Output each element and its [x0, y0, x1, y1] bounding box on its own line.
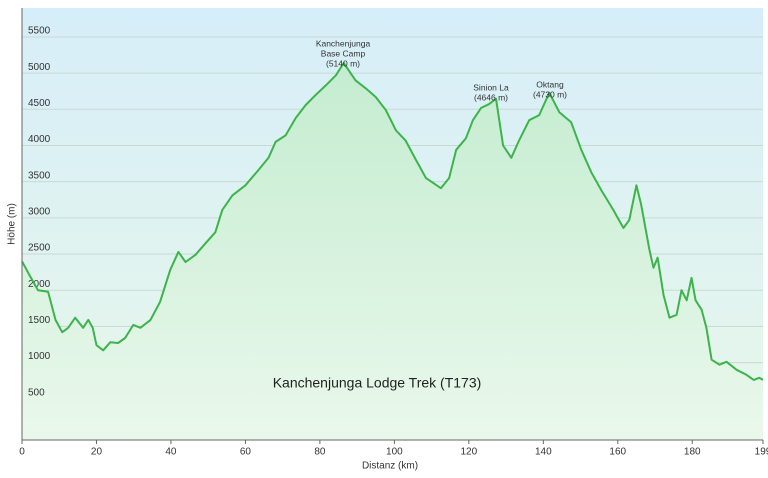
y-tick-label: 2000 [28, 279, 51, 290]
y-tick-label: 3500 [28, 170, 51, 181]
y-tick-label: 1000 [28, 351, 51, 362]
elevation-line [21, 62, 764, 381]
y-axis-label: Höhe (m) [7, 203, 18, 245]
x-tick-label: 199 [755, 447, 768, 458]
y-tick-label: 5000 [28, 62, 51, 73]
annotation: Sinion La [473, 82, 509, 92]
x-tick-label: 40 [165, 447, 177, 458]
y-tick-label: 3000 [28, 206, 51, 217]
x-tick-label: 80 [314, 447, 326, 458]
x-tick-label: 0 [19, 447, 25, 458]
annotation: Oktang [536, 79, 564, 89]
annotation: Base Camp [321, 48, 366, 58]
annotation: (4646 m) [474, 92, 508, 102]
annotation: (5140 m) [326, 58, 360, 68]
area [22, 63, 763, 440]
x-axis-label: Distanz (km) [362, 461, 418, 472]
x-tick-label: 160 [609, 447, 626, 458]
annotation: Kanchenjunga [316, 38, 371, 48]
y-tick-label: 1500 [28, 315, 51, 326]
chart-title: Kanchenjunga Lodge Trek (T173) [273, 375, 482, 391]
x-tick-label: 180 [684, 447, 701, 458]
annotation: (4730 m) [533, 89, 567, 99]
x-tick-label: 120 [460, 447, 477, 458]
y-tick-label: 500 [28, 387, 45, 398]
y-tick-label: 4500 [28, 98, 51, 109]
x-tick-label: 100 [386, 447, 403, 458]
y-tick-label: 5500 [28, 26, 51, 37]
y-tick-label: 2500 [28, 243, 51, 254]
x-tick-label: 20 [91, 447, 103, 458]
x-tick-label: 60 [240, 447, 252, 458]
x-tick-label: 140 [535, 447, 552, 458]
y-tick-label: 4000 [28, 134, 51, 145]
